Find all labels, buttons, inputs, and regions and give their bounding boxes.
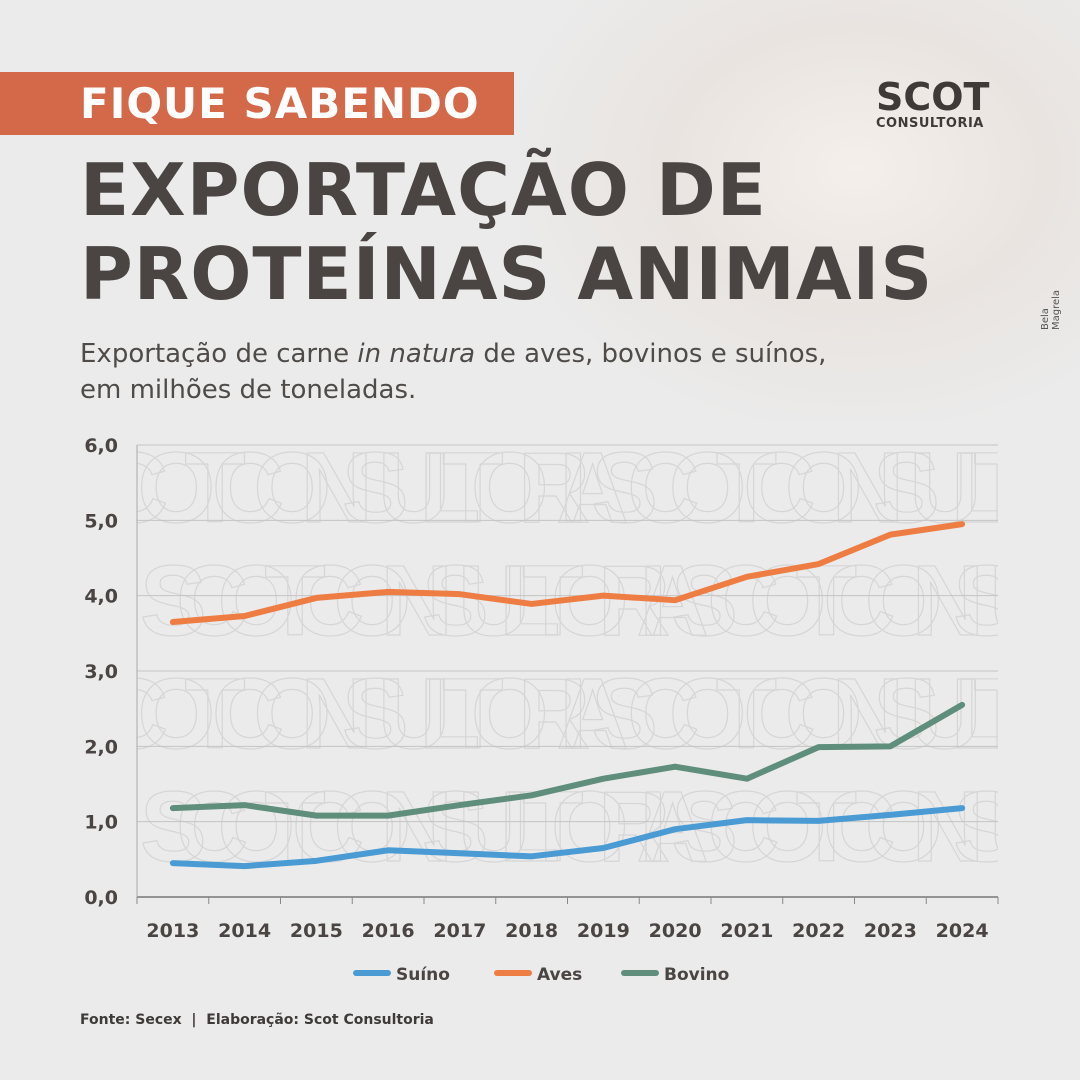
series-line-aves — [169, 521, 966, 626]
series-line-suíno — [169, 805, 966, 870]
x-tick-label: 2014 — [218, 920, 271, 942]
y-tick-label: 5,0 — [84, 510, 118, 532]
watermark-text: SCOT CONSULTORIA SCOT CONSULTORIA — [60, 658, 1080, 770]
x-tick-label: 2022 — [792, 920, 845, 942]
legend-label: Suíno — [396, 965, 450, 985]
x-tick-label: 2020 — [649, 920, 702, 942]
watermark-text: SCOT CONSULTORIA SCOT CONSULTORIA — [140, 545, 1080, 657]
legend-label: Aves — [537, 965, 582, 985]
series-line-bovino — [169, 701, 966, 819]
logo: SCOT CONSULTORIA — [850, 78, 989, 131]
x-tick-label: 2021 — [720, 920, 773, 942]
x-tick-label: 2018 — [505, 920, 558, 942]
x-tick-label: 2015 — [290, 920, 343, 942]
y-tick-label: 6,0 — [84, 435, 118, 457]
y-tick-label: 2,0 — [84, 736, 118, 758]
y-tick-label: 1,0 — [84, 812, 118, 834]
title-line-1: EXPORTAÇÃO DE — [80, 148, 767, 232]
x-tick-label: 2019 — [577, 920, 630, 942]
legend-label: Bovino — [664, 965, 729, 985]
banner: FIQUE SABENDO — [0, 72, 514, 135]
source-note: Fonte: Secex | Elaboração: Scot Consulto… — [80, 1012, 434, 1028]
subtitle: Exportação de carne in natura de aves, b… — [80, 336, 826, 408]
x-tick-label: 2013 — [146, 920, 199, 942]
subtitle-text: de aves, bovinos e suínos, — [475, 339, 827, 369]
y-tick-label: 3,0 — [84, 661, 118, 683]
subtitle-italic: in natura — [357, 339, 476, 369]
x-tick-label: 2016 — [362, 920, 415, 942]
page-title: EXPORTAÇÃO DE PROTEÍNAS ANIMAIS — [80, 148, 933, 316]
animals-photo — [520, 0, 1080, 420]
watermark-text: SCOT CONSULTORIA SCOT CONSULTORIA — [60, 432, 1080, 544]
y-tick-label: 4,0 — [84, 586, 118, 608]
logo-name: SCOT — [876, 75, 990, 119]
title-line-2: PROTEÍNAS ANIMAIS — [80, 232, 934, 316]
x-tick-label: 2017 — [433, 920, 486, 942]
y-tick-label: 0,0 — [84, 887, 118, 909]
subtitle-line-2: em milhões de toneladas. — [80, 375, 417, 405]
x-tick-label: 2023 — [864, 920, 917, 942]
subtitle-text: Exportação de carne — [80, 339, 358, 369]
x-tick-label: 2024 — [936, 920, 989, 942]
logo-sub: CONSULTORIA — [876, 116, 984, 131]
